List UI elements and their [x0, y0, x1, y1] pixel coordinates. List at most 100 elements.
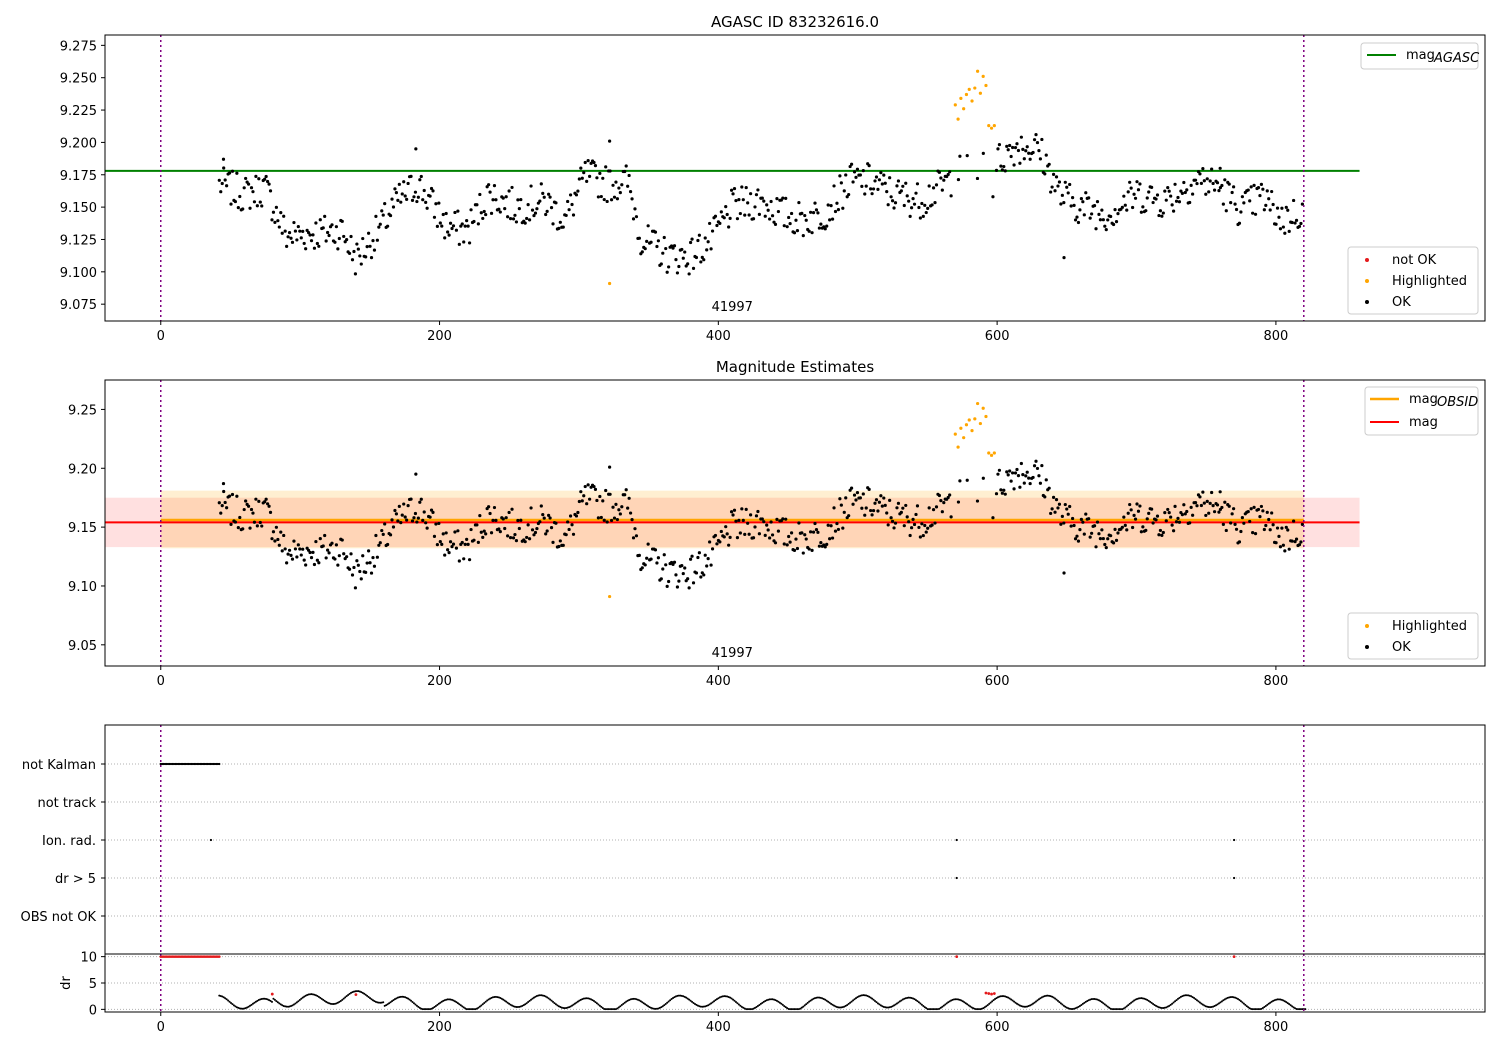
ok-point — [1246, 188, 1250, 192]
ok-point — [851, 180, 855, 184]
ok-point — [675, 585, 680, 589]
ok-point — [1261, 509, 1265, 513]
ok-point — [447, 551, 451, 555]
dr-point — [1100, 1001, 1103, 1004]
dr-point — [917, 1001, 920, 1004]
ok-point — [1101, 218, 1105, 222]
ok-point — [1185, 188, 1189, 192]
dr-point — [929, 1008, 932, 1011]
ok-point — [637, 236, 641, 240]
ok-point — [358, 569, 362, 574]
ok-point — [580, 176, 584, 180]
ok-point — [740, 507, 744, 511]
ok-point — [414, 472, 418, 476]
ok-point — [1073, 218, 1078, 222]
ok-point — [336, 247, 340, 251]
ok-point — [653, 230, 658, 234]
x-tick-label: 600 — [985, 329, 1010, 344]
ok-point — [890, 199, 895, 203]
ok-point — [579, 166, 583, 170]
ok-point — [1251, 211, 1255, 215]
dr-point — [298, 998, 301, 1001]
ok-point — [270, 218, 274, 222]
ok-point — [725, 532, 729, 536]
ok-point — [847, 514, 851, 518]
ok-point — [372, 564, 377, 568]
ok-point — [863, 192, 867, 196]
ok-point — [227, 494, 232, 498]
ok-point — [933, 201, 937, 205]
ok-point — [683, 566, 687, 570]
dr-point — [1198, 1001, 1201, 1004]
dr-point — [986, 1004, 989, 1007]
dr-point — [1037, 998, 1040, 1001]
ok-point — [683, 250, 687, 254]
flag-label: Ion. rad. — [42, 834, 96, 849]
ok-point — [1215, 503, 1220, 507]
ok-point — [1265, 189, 1269, 193]
ok-point — [1177, 200, 1182, 204]
y-tick-label: 9.175 — [60, 169, 97, 184]
ok-point — [1233, 522, 1237, 526]
dr-point — [885, 1006, 888, 1009]
ok-point — [1183, 512, 1187, 516]
ok-point — [263, 177, 267, 181]
highlighted-point — [984, 414, 988, 419]
dr-point — [423, 1008, 426, 1011]
ok-point — [498, 210, 502, 214]
ok-point — [1123, 523, 1127, 527]
x-tick-label: 0 — [157, 674, 165, 689]
ok-point — [309, 239, 314, 243]
dr-point — [1171, 1002, 1174, 1005]
dr-point — [1200, 1002, 1203, 1005]
dr-point — [325, 1000, 328, 1003]
dr-point — [527, 1001, 530, 1004]
x-tick-label: 800 — [1263, 674, 1288, 689]
ok-point — [598, 494, 602, 499]
ok-point — [1019, 461, 1023, 466]
dr-point — [852, 999, 855, 1002]
ok-point — [849, 162, 854, 166]
ok-point — [789, 211, 794, 216]
dr-point — [753, 1006, 756, 1009]
ok-point — [1297, 224, 1302, 229]
ok-point — [371, 239, 375, 243]
dr-point — [1159, 1006, 1162, 1009]
estimate-data-points — [217, 401, 1304, 599]
ok-point — [416, 195, 420, 199]
ok-point — [794, 537, 798, 541]
ok-point — [342, 552, 346, 556]
ok-point — [248, 206, 252, 210]
ok-point — [438, 221, 442, 225]
ok-point — [270, 537, 274, 541]
ok-point — [1002, 164, 1006, 169]
y-tick-label: 9.05 — [68, 639, 97, 654]
ok-point — [330, 223, 334, 227]
ok-point — [1000, 491, 1004, 495]
ok-point — [1281, 225, 1285, 229]
ok-point — [731, 513, 735, 517]
ok-point — [1147, 190, 1151, 194]
ok-point — [1082, 213, 1086, 217]
dr-point — [755, 1006, 758, 1009]
dr-clipped-point — [218, 955, 221, 958]
ok-point — [1090, 212, 1094, 216]
ok-point — [775, 196, 779, 201]
ok-point — [1056, 184, 1060, 188]
dr-point — [366, 994, 369, 997]
ok-point — [855, 491, 860, 495]
ok-point — [746, 521, 750, 525]
ok-point — [219, 511, 223, 515]
dr-point — [1235, 997, 1238, 1000]
dr-point — [300, 997, 303, 1000]
legend-highlighted-label: Highlighted — [1392, 274, 1467, 289]
ok-point — [1267, 517, 1271, 522]
ok-point — [734, 198, 738, 203]
dr-point — [1207, 1006, 1210, 1009]
ok-point — [1057, 180, 1062, 184]
ok-point — [814, 527, 819, 532]
ok-point — [415, 520, 419, 524]
ok-point — [893, 201, 898, 205]
ok-point — [453, 210, 457, 215]
